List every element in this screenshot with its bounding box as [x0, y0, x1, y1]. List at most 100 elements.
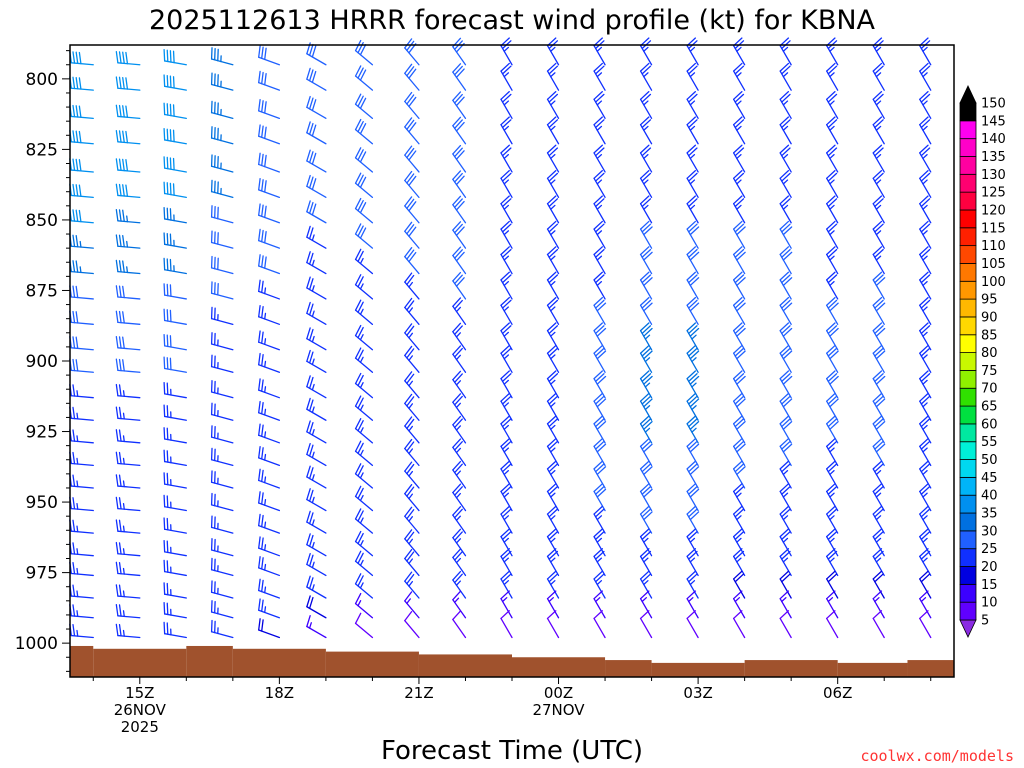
wind-barb-h4-p823	[306, 121, 327, 145]
colorbar-box-125	[959, 191, 977, 211]
colorbar-label-75: 75	[981, 364, 998, 379]
wind-barb-h14-p953	[779, 483, 792, 512]
colorbar: 5 10 15 20 25 30 35 40 45 50 55 60 65 70 75 80 85 90 95 100…	[959, 85, 1006, 638]
wind-barb-h1-p945	[163, 472, 187, 489]
wind-barb-h3-p961	[258, 513, 281, 534]
wind-barb-h6-p961	[404, 506, 420, 534]
wind-barb-h15-p937	[826, 438, 839, 467]
wind-barb-h3-p904	[258, 352, 281, 373]
wind-barb-h13-p851	[732, 195, 746, 224]
wind-barb-h16-p896	[872, 322, 886, 351]
wind-barb-h11-p823	[639, 116, 653, 145]
colorbar-box-130	[959, 173, 977, 193]
wind-barb-h14-p998	[779, 610, 792, 639]
wind-barb-h8-p860	[500, 220, 513, 249]
x-tick-label-0-1: 26NOV	[114, 701, 167, 719]
wind-barb-h0-p814	[115, 104, 141, 120]
credit-text: coolwx.com/models	[860, 747, 1014, 765]
wind-barb-h2-p896	[210, 332, 234, 351]
wind-barb-h8-p976	[500, 548, 513, 577]
wind-barb-h2-p860	[210, 230, 234, 249]
wind-barb-h6-p851	[404, 196, 420, 224]
wind-barb-h16-p913	[872, 370, 886, 399]
wind-barb-h8-p913	[500, 370, 513, 399]
wind-barb-h6-p842	[404, 170, 420, 199]
wind-barb-h-1-p860	[69, 234, 94, 249]
wind-barb-h4-p969	[306, 533, 327, 557]
wind-barb-h12-p998	[686, 610, 699, 639]
wind-barb-h7-p937	[452, 438, 467, 467]
wind-barb-h12-p945	[686, 460, 700, 489]
wind-barb-h0-p842	[115, 183, 141, 199]
wind-barb-h11-p896	[639, 322, 653, 351]
wind-barb-h-1-p961	[69, 519, 94, 534]
colorbar-label-135: 135	[981, 150, 1006, 165]
wind-barb-h9-p945	[546, 460, 560, 489]
wind-barb-h16-p851	[872, 195, 885, 224]
wind-barb-h17-p878	[919, 271, 932, 300]
colorbar-box-80	[959, 352, 977, 371]
wind-barb-h-1-p976	[69, 561, 94, 577]
wind-barb-h0-p851	[115, 209, 141, 224]
wind-barb-h17-p823	[919, 116, 932, 145]
wind-barb-h3-p851	[258, 203, 281, 224]
wind-barb-h3-p896	[258, 330, 281, 351]
wind-barb-h3-p937	[258, 446, 281, 467]
colorbar-label-35: 35	[981, 507, 998, 522]
wind-barb-h8-p929	[500, 415, 513, 444]
wind-barb-h-1-p896	[69, 335, 94, 351]
wind-barb-h6-p814	[404, 91, 420, 120]
wind-barb-h9-p860	[546, 220, 560, 249]
surface-block-10	[837, 662, 908, 677]
y-tick-label-975: 975	[26, 564, 58, 584]
wind-barb-h2-p937	[210, 447, 234, 467]
colorbar-label-150: 150	[981, 97, 1006, 112]
wind-barb-h16-p860	[872, 220, 885, 249]
colorbar-box-60	[959, 423, 977, 443]
colorbar-box-90	[959, 316, 977, 336]
wind-barb-h17-p945	[919, 460, 932, 489]
wind-barb-h11-p814	[639, 90, 653, 120]
wind-barb-h15-p878	[826, 271, 839, 300]
wind-barb-h5-p842	[354, 172, 374, 199]
wind-barb-h9-p896	[546, 322, 560, 351]
wind-barb-h1-p976	[163, 559, 187, 577]
wind-barb-h0-p869	[115, 259, 141, 275]
wind-barb-h4-p804	[306, 67, 327, 91]
wind-barb-h16-p833	[872, 144, 885, 173]
wind-barb-h3-p913	[258, 378, 281, 399]
wind-barb-h1-p842	[163, 181, 187, 199]
wind-barb-h16-p804	[872, 62, 885, 91]
wind-barb-h3-p969	[258, 536, 281, 557]
wind-barb-h2-p976	[210, 557, 234, 577]
wind-barb-h11-p991	[639, 590, 653, 619]
colorbar-label-10: 10	[981, 596, 998, 611]
wind-barb-h2-p991	[210, 600, 234, 619]
colorbar-box-20	[959, 566, 977, 585]
wind-barb-h7-p969	[452, 528, 467, 557]
wind-barb-h11-p984	[639, 570, 653, 599]
wind-barb-h7-p953	[452, 483, 467, 512]
wind-barb-h5-p913	[354, 372, 374, 399]
wind-barb-h0-p984	[115, 584, 141, 599]
wind-barb-h6-p887	[404, 297, 420, 325]
wind-barb-h-1-p887	[69, 310, 94, 325]
wind-barb-h5-p814	[354, 93, 374, 120]
wind-barb-h17-p969	[919, 528, 932, 557]
wind-barb-h11-p929	[639, 415, 653, 444]
wind-barb-h17-p795	[919, 37, 932, 66]
wind-barb-h13-p998	[732, 610, 746, 639]
wind-barb-h14-p842	[779, 169, 792, 199]
wind-barb-h10-p795	[593, 37, 606, 66]
wind-barb-h9-p887	[546, 296, 560, 325]
wind-barb-h16-p842	[872, 169, 885, 199]
wind-barb-h7-p869	[452, 246, 467, 275]
wind-barb-h5-p904	[354, 347, 374, 373]
surface-block-2	[186, 645, 233, 677]
colorbar-label-130: 130	[981, 168, 1006, 183]
wind-barb-h14-p913	[779, 370, 793, 399]
wind-barb-h13-p921	[732, 392, 746, 421]
wind-barb-h11-p904	[639, 344, 653, 373]
wind-barb-h5-p896	[354, 324, 374, 351]
